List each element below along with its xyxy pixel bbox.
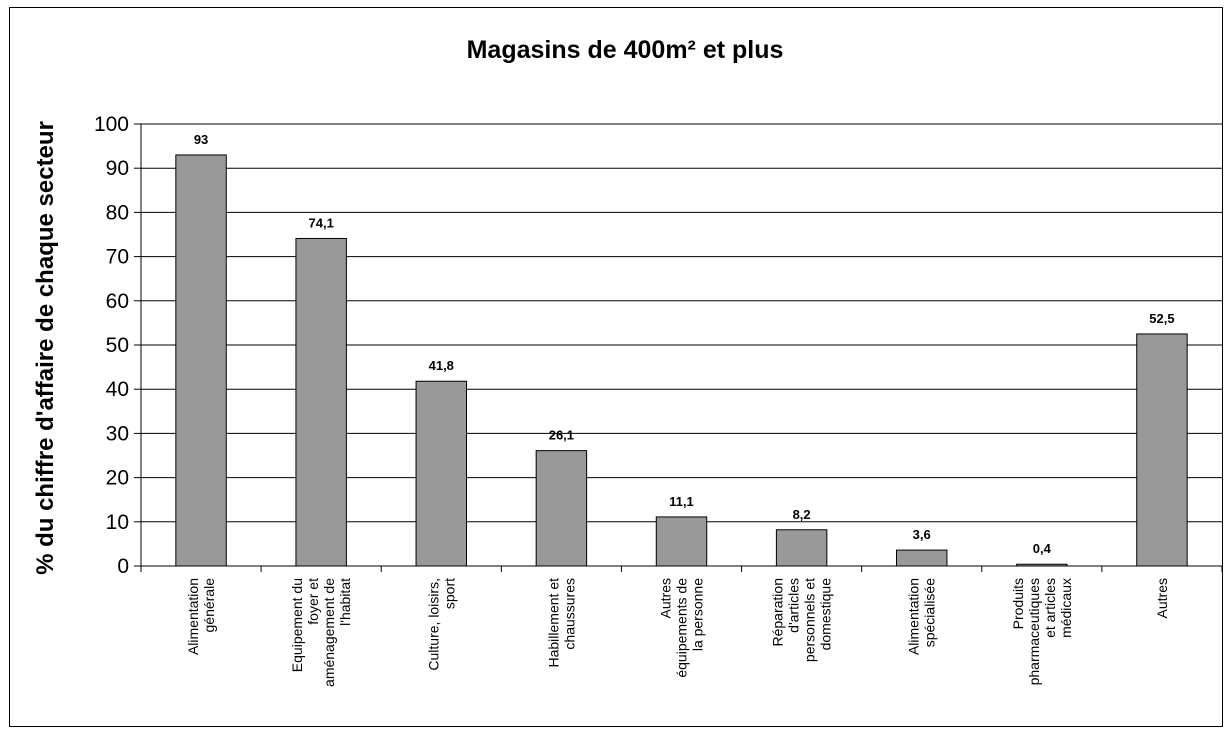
x-tick-label-line: foyer et	[305, 578, 321, 625]
x-tick-label-line: personnels et	[802, 578, 818, 662]
chart-frame: Magasins de 400m² et plus % du chiffre d…	[9, 7, 1223, 727]
y-tick-label: 100	[94, 113, 129, 136]
bar	[775, 529, 828, 567]
data-label: 41,8	[429, 358, 454, 373]
data-label: 26,1	[549, 428, 574, 443]
bar	[1136, 333, 1188, 567]
x-tick-label: Autres	[1154, 578, 1170, 618]
bar	[655, 516, 708, 567]
x-tick-label-line: domestique	[818, 578, 834, 651]
data-label: 52,5	[1149, 311, 1174, 326]
x-tick-label-line: Produits	[1010, 578, 1026, 629]
x-tick-label: Equipement du foyer et aménagement de l'hab…	[289, 578, 353, 687]
x-tick-label-line: d'articles	[786, 578, 802, 633]
x-tick-label-line: Autres	[658, 578, 674, 618]
bar-chart: Magasins de 400m² et plus % du chiffre d…	[32, 36, 1223, 687]
axes	[134, 123, 1223, 572]
y-tick-label: 20	[106, 467, 129, 490]
y-tick-label: 90	[106, 157, 129, 180]
y-tick-label: 0	[117, 555, 129, 578]
data-label: 0,4	[1033, 541, 1052, 556]
x-tick-label-line: et articles	[1042, 578, 1058, 638]
x-tick-label-line: l'habitat	[337, 578, 353, 626]
y-tick-label: 60	[106, 290, 129, 313]
x-tick-label-line: Autres	[1154, 578, 1170, 618]
y-tick-label: 10	[106, 511, 129, 534]
x-tick-label: Réparation d'articles personnels et domesti…	[770, 578, 834, 662]
chart-title: Magasins de 400m² et plus	[467, 36, 784, 64]
bar	[895, 549, 948, 567]
x-tick-label-line: Culture, loisirs,	[425, 578, 441, 671]
x-tick-label-line: pharmaceutiques	[1026, 578, 1042, 685]
x-tick-labels: Alimentation générale Equipement du foyer e…	[185, 578, 1170, 687]
x-tick-label-line: équipements de	[674, 578, 690, 678]
x-tick-label-line: la personne	[690, 578, 706, 651]
x-tick-label-line: générale	[201, 578, 217, 633]
data-label: 3,6	[913, 527, 931, 542]
x-tick-label-line: Alimentation	[906, 578, 922, 655]
x-tick-label-line: Réparation	[770, 578, 786, 647]
bar	[535, 450, 588, 567]
x-tick-label-line: Habillement et	[545, 578, 561, 668]
y-tick-label: 80	[106, 201, 129, 224]
x-tick-label-line: aménagement de	[321, 578, 337, 687]
y-tick-label: 40	[106, 378, 129, 401]
data-label: 11,1	[669, 494, 694, 509]
x-tick-label-line: sport	[441, 578, 457, 609]
x-tick-label-line: Equipement du	[289, 578, 305, 672]
y-tick-label: 50	[106, 334, 129, 357]
data-label: 8,2	[793, 507, 811, 522]
data-label: 74,1	[309, 215, 334, 230]
data-labels: 93 74,1 41,8 26,1 11,1 8,2 3,6 0,4 52,5	[194, 132, 1175, 556]
bar	[415, 380, 468, 567]
x-tick-label-line: spécialisée	[922, 578, 938, 647]
x-tick-label-line: médicaux	[1058, 578, 1074, 638]
x-tick-label: Culture, loisirs, sport	[425, 578, 457, 671]
x-tick-label: Alimentation spécialisée	[906, 578, 938, 655]
x-tick-label-line: Alimentation	[185, 578, 201, 655]
y-tick-labels: 0 10 20 30 40 50 60 70 80 90 100	[94, 113, 129, 578]
x-tick-label: Alimentation générale	[185, 578, 217, 655]
data-label: 93	[194, 132, 208, 147]
x-tick-label-line: chaussures	[561, 578, 577, 650]
bar	[295, 237, 347, 567]
y-tick-label: 30	[106, 422, 129, 445]
y-tick-label: 70	[106, 246, 129, 269]
y-axis-label: % du chiffre d'affaire de chaque secteur	[32, 121, 59, 575]
x-tick-label: Autres équipements de la personne	[658, 578, 706, 678]
bar	[175, 154, 227, 567]
x-tick-label: Habillement et chaussures	[545, 578, 577, 668]
x-tick-label: Produits pharmaceutiques et articles médica…	[1010, 578, 1074, 685]
